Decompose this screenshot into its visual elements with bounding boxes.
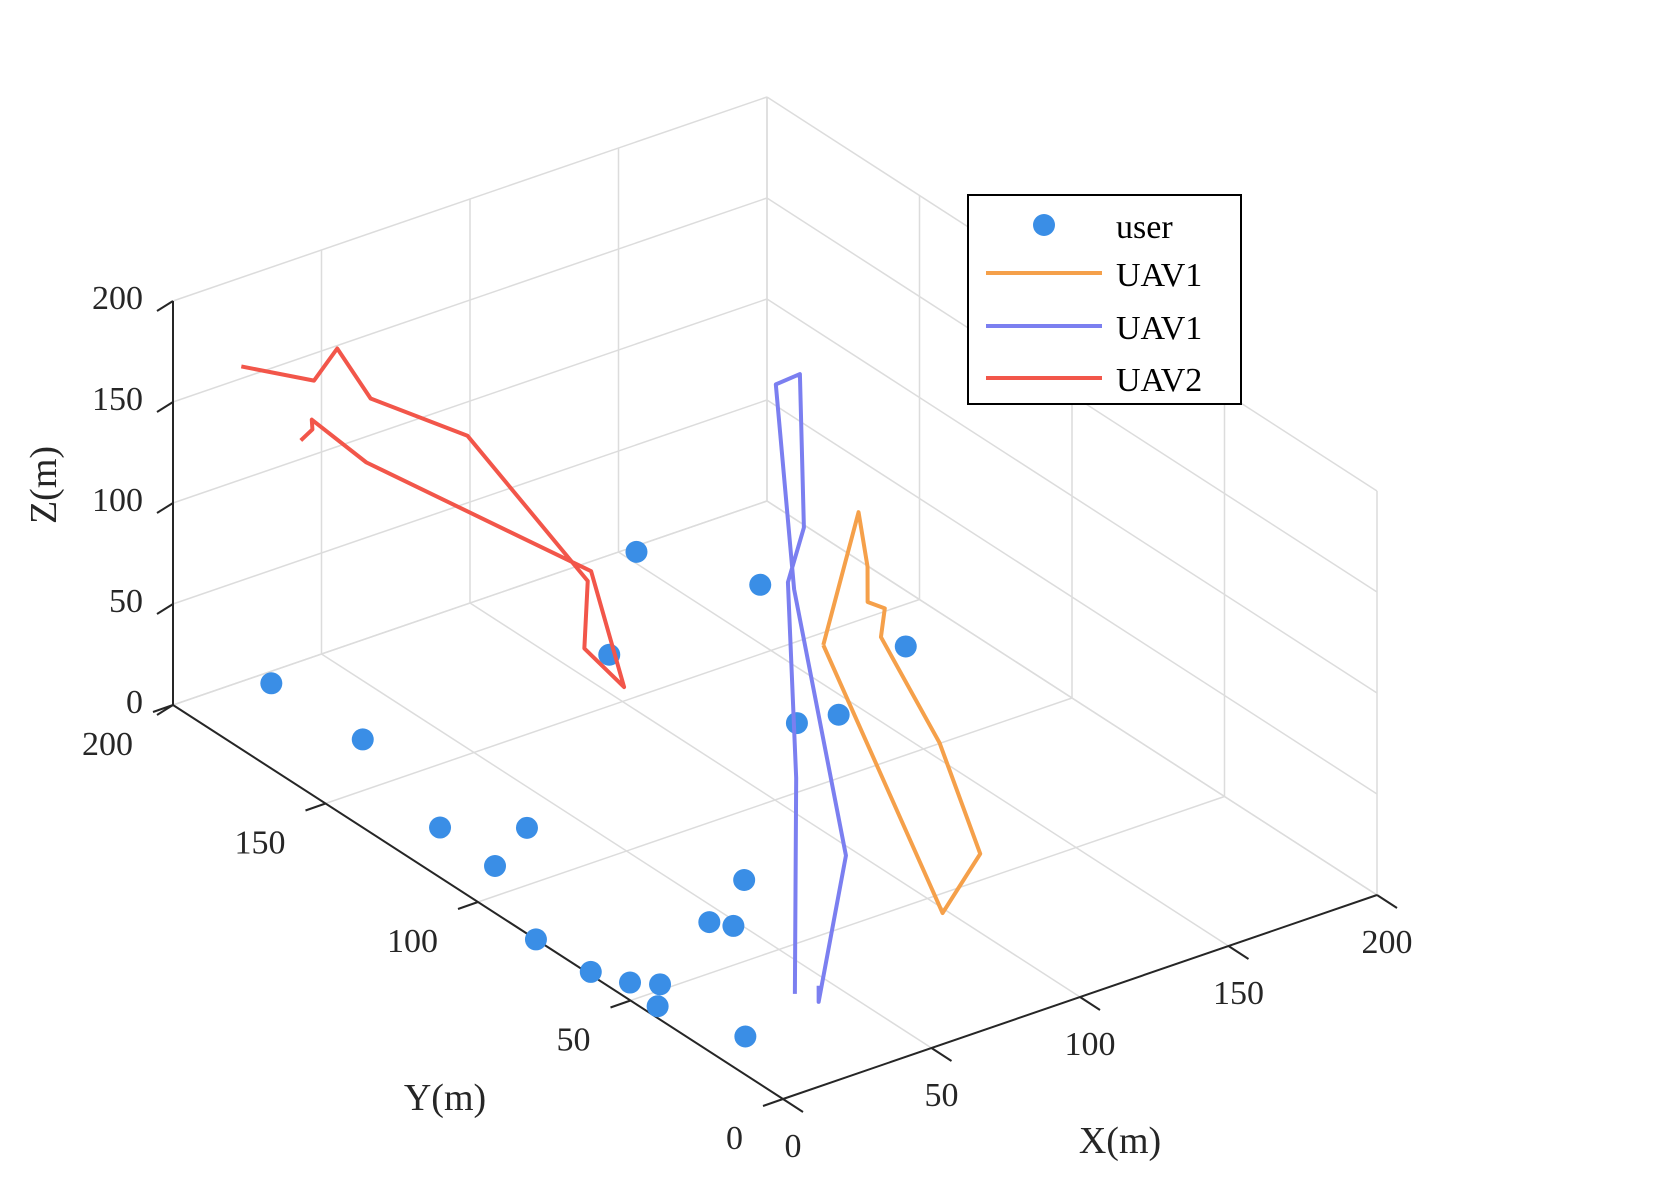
user-point: [722, 914, 745, 937]
y-tick-label: 150: [235, 825, 286, 862]
floor-grid-line: [630, 795, 1225, 1002]
legend-label-uav1-blue: UAV1: [1116, 310, 1202, 347]
back-wall-grid-line: [172, 500, 768, 706]
legend-label-uav2: UAV2: [1116, 362, 1202, 399]
side-wall-grid-line: [766, 399, 1378, 795]
x-tick-label: 100: [1065, 1026, 1116, 1063]
trajectory-uav1: [773, 372, 848, 1004]
back-wall-grid-line: [172, 197, 768, 403]
z-tick-label: 200: [92, 280, 143, 317]
y-tick-label: 200: [82, 726, 133, 763]
z-tick-mark: [156, 704, 174, 716]
user-point: [351, 728, 374, 751]
z-tick-mark: [156, 401, 174, 413]
x-tick-mark: [1079, 996, 1101, 1011]
trajectory-uav2: [240, 346, 627, 690]
x-tick-label: 150: [1213, 975, 1264, 1012]
user-point: [827, 703, 850, 726]
z-tick-label: 100: [92, 482, 143, 519]
user-point: [698, 911, 721, 934]
user-point: [894, 635, 917, 658]
user-point: [646, 995, 669, 1018]
axes: [152, 300, 1398, 1113]
z-tick-label: 150: [92, 381, 143, 418]
back-wall-grid-line: [172, 399, 768, 605]
z-axis-label: Z(m): [23, 446, 65, 524]
z-tick-label: 50: [109, 583, 143, 620]
user-point: [484, 854, 507, 877]
x-tick-label: 0: [785, 1128, 802, 1165]
user-point: [733, 868, 756, 891]
data-series: [240, 346, 983, 1048]
legend-label-uav1-orange: UAV1: [1116, 257, 1202, 294]
user-point: [785, 712, 808, 735]
user-point: [734, 1025, 757, 1048]
x-tick-mark: [1227, 945, 1250, 960]
floor-grid-line: [325, 598, 920, 805]
x-tick-label: 50: [925, 1077, 959, 1114]
z-tick-mark: [156, 502, 174, 514]
legend: user UAV1 UAV1 UAV2: [967, 194, 1242, 405]
y-tick-mark: [762, 1098, 784, 1107]
user-point: [649, 973, 672, 996]
user-point: [429, 816, 452, 839]
x-tick-mark: [930, 1047, 953, 1062]
x-tick-label: 200: [1362, 924, 1413, 961]
x-tick-mark: [782, 1098, 804, 1113]
legend-box: [967, 194, 1242, 405]
legend-marker-user: [1033, 214, 1055, 236]
trajectory-uav1: [821, 510, 983, 916]
x-axis-label: X(m): [1079, 1120, 1161, 1162]
y-tick-label: 0: [726, 1120, 743, 1157]
user-point: [579, 960, 602, 983]
legend-label-user: user: [1116, 209, 1173, 246]
y-tick-mark: [305, 802, 326, 812]
user-point: [619, 971, 642, 994]
floor-grid-line: [477, 697, 1073, 903]
z-tick-label: 0: [126, 684, 143, 721]
y-tick-mark: [610, 999, 631, 1009]
tick-labels: 0 50 100 150 200 0 50 100 150 200 0 50 100 150 200: [82, 280, 1413, 1165]
z-tick-mark: [156, 603, 174, 615]
user-point: [524, 928, 547, 951]
user-point: [260, 672, 283, 695]
back-wall-grid-line: [172, 298, 768, 504]
user-point: [515, 816, 538, 839]
y-tick-mark: [457, 901, 479, 910]
z-tick-mark: [156, 300, 174, 312]
user-point: [625, 540, 648, 563]
y-axis-label: Y(m): [404, 1077, 486, 1119]
x-tick-mark: [1376, 894, 1398, 909]
y-tick-label: 100: [387, 923, 438, 960]
back-wall-grid-line: [172, 96, 768, 302]
side-wall-grid-line: [766, 298, 1378, 694]
user-point: [749, 573, 772, 596]
y-tick-label: 50: [557, 1022, 591, 1059]
